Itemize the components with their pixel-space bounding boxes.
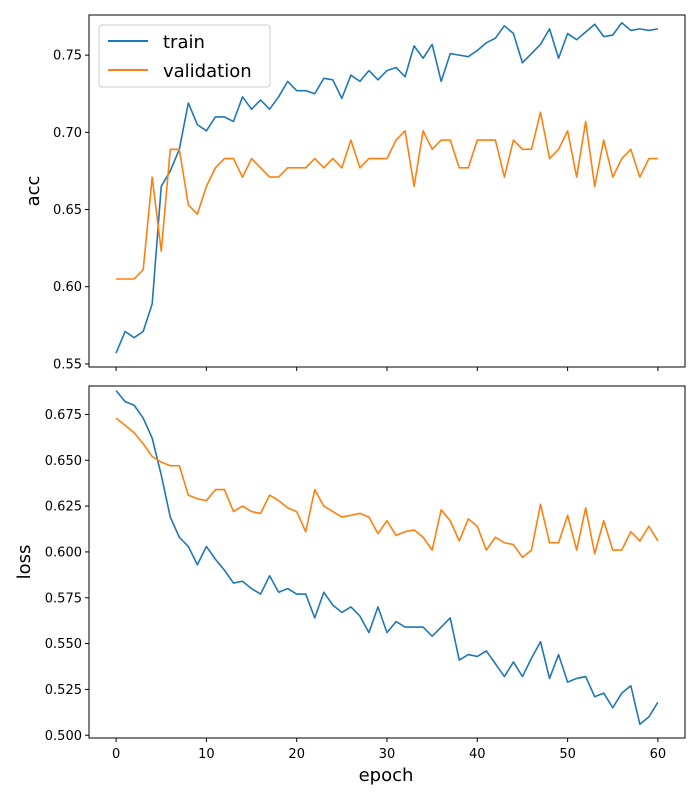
loss-y-axis-label: loss xyxy=(14,545,35,580)
loss-y-tick-label: 0.525 xyxy=(45,683,82,698)
x-axis-label: epoch xyxy=(359,765,414,786)
acc-y-tick-label: 0.70 xyxy=(53,126,82,141)
loss-y-tick-label: 0.600 xyxy=(45,545,82,560)
acc-y-tick-label: 0.75 xyxy=(53,49,82,64)
loss-y-tick-label: 0.575 xyxy=(45,591,82,606)
loss-plot-frame xyxy=(88,385,686,739)
loss-panel: 0.500 0.525 0.550 0.575 0.600 0.625 0.650 0.675… xyxy=(14,385,686,786)
acc-y-tick-label: 0.55 xyxy=(53,357,82,372)
loss-y-tick-label: 0.550 xyxy=(45,637,82,652)
acc-y-tick-label: 0.65 xyxy=(53,203,82,218)
loss-y-tick-label: 0.650 xyxy=(45,454,82,469)
acc-y-tick-label: 0.60 xyxy=(53,280,82,295)
loss-y-tick-label: 0.500 xyxy=(45,729,82,744)
loss-x-tick-label: 0 xyxy=(112,747,120,762)
loss-x-tick-label: 10 xyxy=(198,747,215,762)
loss-y-tick-label: 0.675 xyxy=(45,408,82,423)
loss-validation-line xyxy=(115,417,659,559)
loss-train-line xyxy=(115,390,659,726)
loss-x-tick-label: 30 xyxy=(379,747,396,762)
loss-x-tick-label: 20 xyxy=(288,747,305,762)
loss-x-tick-label: 40 xyxy=(469,747,486,762)
legend: train validation xyxy=(98,24,271,88)
legend-train-label: train xyxy=(163,32,205,53)
accuracy-y-axis-label: acc xyxy=(23,176,44,207)
acc-validation-line xyxy=(116,111,658,280)
loss-y-tick-label: 0.625 xyxy=(45,500,82,515)
legend-validation-label: validation xyxy=(163,61,252,82)
loss-x-tick-label: 60 xyxy=(650,747,667,762)
acc-train-line xyxy=(115,21,659,354)
loss-x-tick-label: 50 xyxy=(559,747,576,762)
accuracy-panel: 0.55 0.60 0.65 0.70 0.75 acc train validatio… xyxy=(23,14,686,372)
